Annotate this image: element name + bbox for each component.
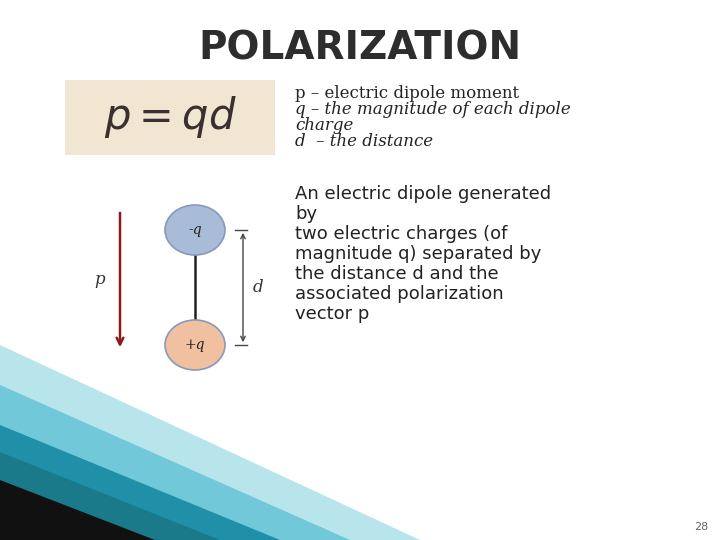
Ellipse shape — [165, 205, 225, 255]
Text: d  – the distance: d – the distance — [295, 133, 433, 150]
Text: vector p: vector p — [295, 305, 369, 323]
Polygon shape — [0, 480, 155, 540]
Text: q – the magnitude of each dipole: q – the magnitude of each dipole — [295, 101, 571, 118]
Text: charge: charge — [295, 117, 354, 134]
FancyBboxPatch shape — [65, 80, 275, 155]
Text: +q: +q — [185, 338, 205, 352]
Text: d: d — [253, 279, 264, 296]
Text: An electric dipole generated: An electric dipole generated — [295, 185, 551, 203]
Polygon shape — [0, 425, 280, 540]
Text: magnitude q) separated by: magnitude q) separated by — [295, 245, 541, 263]
Ellipse shape — [165, 320, 225, 370]
Text: POLARIZATION: POLARIZATION — [199, 30, 521, 68]
Text: the distance d and the: the distance d and the — [295, 265, 499, 283]
Text: p: p — [94, 272, 105, 288]
Text: -q: -q — [188, 223, 202, 237]
Polygon shape — [0, 345, 420, 540]
Text: by: by — [295, 205, 317, 223]
Text: p – electric dipole moment: p – electric dipole moment — [295, 85, 519, 102]
Polygon shape — [0, 452, 220, 540]
Text: associated polarization: associated polarization — [295, 285, 503, 303]
Polygon shape — [0, 385, 350, 540]
Text: two electric charges (of: two electric charges (of — [295, 225, 508, 243]
Text: $p = qd$: $p = qd$ — [104, 94, 236, 140]
Text: 28: 28 — [694, 522, 708, 532]
